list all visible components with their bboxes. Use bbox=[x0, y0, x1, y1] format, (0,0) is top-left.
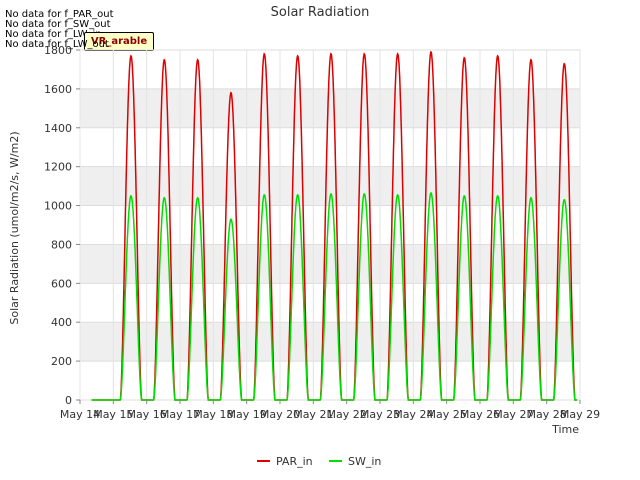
y-tick-label: 400 bbox=[51, 316, 72, 329]
x-tick-label: May 28 bbox=[527, 408, 567, 421]
x-tick-label: May 27 bbox=[493, 408, 533, 421]
x-tick-label: May 24 bbox=[393, 408, 433, 421]
x-tick-label: May 20 bbox=[260, 408, 300, 421]
grid-band bbox=[80, 322, 580, 362]
no-data-message: No data for f_PAR_out bbox=[5, 9, 114, 20]
legend: PAR_in SW_in bbox=[257, 455, 381, 468]
x-axis-label: Time bbox=[551, 423, 579, 436]
y-axis-label: Solar Radiation (umol/m2/s, W/m2) bbox=[8, 131, 21, 324]
y-tick-label: 600 bbox=[51, 277, 72, 290]
y-tick-label: 1600 bbox=[44, 83, 72, 96]
x-tick-label: May 25 bbox=[427, 408, 467, 421]
legend-label-par-in: PAR_in bbox=[276, 455, 313, 468]
y-tick-label: 1800 bbox=[44, 44, 72, 57]
x-tick-label: May 23 bbox=[360, 408, 400, 421]
legend-label-sw-in: SW_in bbox=[348, 455, 381, 468]
no-data-message: No data for f_SW_out bbox=[5, 19, 111, 30]
series-line-sw-in bbox=[91, 192, 578, 401]
y-tick-label: 1400 bbox=[44, 122, 72, 135]
x-tick-label: May 26 bbox=[460, 408, 500, 421]
x-tick-label: May 15 bbox=[93, 408, 133, 421]
y-tick-label: 0 bbox=[65, 394, 72, 407]
x-tick-label: May 19 bbox=[227, 408, 267, 421]
y-tick-label: 200 bbox=[51, 355, 72, 368]
x-tick-label: May 21 bbox=[293, 408, 333, 421]
x-tick-label: May 14 bbox=[60, 408, 100, 421]
no-data-message: No data for f_LW_out bbox=[5, 39, 109, 50]
y-tick-label: 800 bbox=[51, 238, 72, 251]
x-tick-label: May 16 bbox=[127, 408, 167, 421]
y-tick-label: 1000 bbox=[44, 200, 72, 213]
y-tick-label: 1200 bbox=[44, 161, 72, 174]
grid-band bbox=[80, 88, 580, 128]
x-tick-label: May 17 bbox=[160, 408, 200, 421]
grid-band bbox=[80, 244, 580, 284]
no-data-message: No data for f_LW_in bbox=[5, 29, 102, 40]
x-tick-label: May 29 bbox=[560, 408, 600, 421]
x-tick-label: May 18 bbox=[193, 408, 233, 421]
x-tick-label: May 22 bbox=[327, 408, 367, 421]
series-line-par-in bbox=[91, 50, 578, 401]
chart-title: Solar Radiation bbox=[271, 5, 370, 20]
